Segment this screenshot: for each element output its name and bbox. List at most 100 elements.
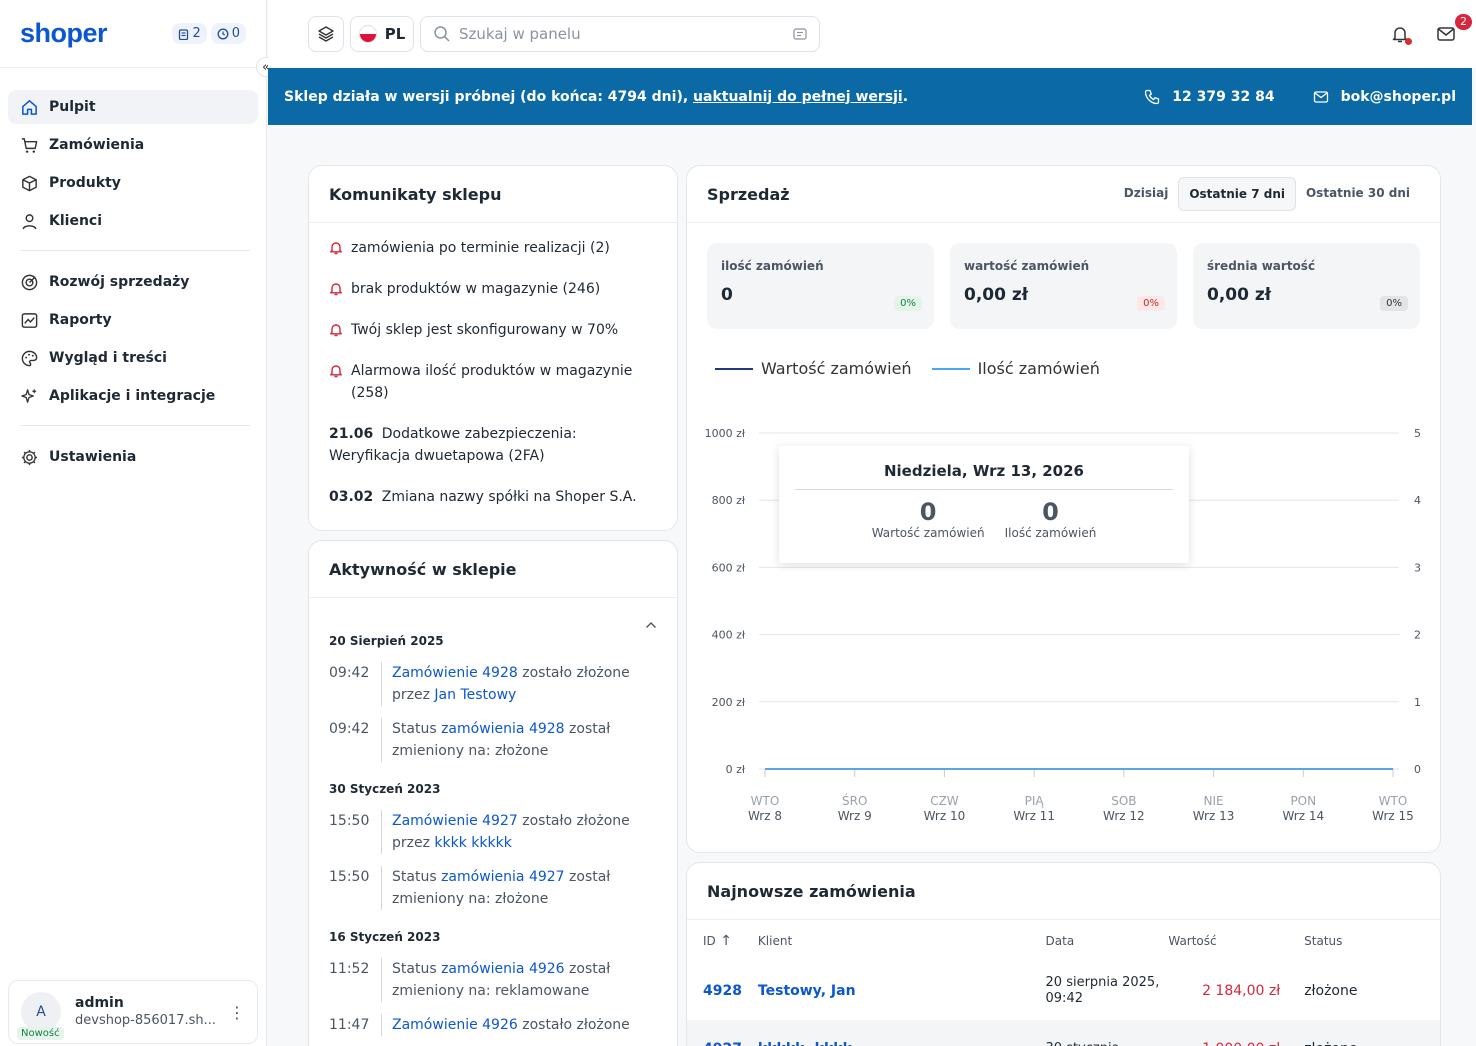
trial-banner: Sklep działa w wersji próbnej (do końca:… <box>268 68 1472 125</box>
activity-time: 09:42 <box>329 721 370 737</box>
order-value: 1 000,00 zł <box>1168 1041 1304 1046</box>
messages-button[interactable]: 2 <box>1436 14 1472 44</box>
nav-item-klienci[interactable]: Klienci <box>8 204 258 238</box>
customer-link[interactable]: kkkk kkkkk <box>434 835 512 851</box>
main-nav: Pulpit Zamówienia Produkty Klienci Rozwó… <box>0 68 266 474</box>
notifications-button[interactable] <box>1390 24 1412 45</box>
more-options-icon[interactable]: ⋮ <box>229 1002 245 1022</box>
activity-body: zostało złożone przez <box>392 665 630 703</box>
shop-message-item[interactable]: Alarmowa ilość produktów w magazynie (25… <box>329 360 657 404</box>
chart-icon <box>21 312 38 328</box>
keyboard-shortcut-icon <box>793 28 807 40</box>
y-left-tick: 400 zł <box>712 629 746 642</box>
column-header[interactable]: Wartość <box>1168 934 1304 948</box>
column-header[interactable]: Klient <box>758 934 1046 948</box>
messages-count-badge: 2 <box>1455 14 1472 30</box>
column-header[interactable]: Status <box>1304 934 1424 948</box>
tooltip-label: Ilość zamówień <box>1004 526 1097 540</box>
legend-item[interactable]: Wartość zamówień <box>715 359 912 378</box>
table-row[interactable]: 4928 Testowy, Jan 20 sierpnia 2025, 09:42 2… <box>687 962 1440 1020</box>
order-link[interactable]: zamówienia 4926 <box>441 961 565 977</box>
chevron-up-icon[interactable] <box>645 621 657 629</box>
shop-message-item[interactable]: 03.02 Zmiana nazwy spółki na Shoper S.A. <box>329 486 657 508</box>
pending-counter-badge[interactable]: 0 <box>210 23 246 44</box>
column-header[interactable]: Data <box>1046 934 1169 948</box>
support-phone[interactable]: 12 379 32 84 <box>1144 89 1275 105</box>
shoper-logo[interactable]: shoper <box>20 18 108 48</box>
legend-label: Wartość zamówień <box>761 359 912 378</box>
user-account-box[interactable]: A Nowość admin devshop-856017.sh... ⋮ <box>8 980 258 1044</box>
nav-item-ustawienia[interactable]: Ustawienia <box>8 440 258 474</box>
order-date: 30 stycznia <box>1046 1041 1169 1046</box>
stat-label: ilość zamówień <box>721 259 824 273</box>
activity-time: 09:42 <box>329 665 370 681</box>
nav-item-wyglad-i-tresci[interactable]: Wygląd i treści <box>8 341 258 375</box>
nav-label: Aplikacje i integracje <box>49 388 216 404</box>
order-id[interactable]: 4928 <box>703 983 742 999</box>
message-text: zamówienia po terminie realizacji (2) <box>351 240 610 256</box>
shop-message-item[interactable]: 21.06 Dodatkowe zabezpieczenia: Weryfika… <box>329 423 657 467</box>
nav-divider <box>20 250 250 251</box>
order-id[interactable]: 4927 <box>703 1041 758 1046</box>
layers-icon <box>318 26 334 42</box>
upgrade-link[interactable]: uaktualnij do pełnej wersji <box>693 88 903 105</box>
activity-item: 15:50 Status zamówienia 4927 został zmien… <box>329 866 657 910</box>
search-input[interactable]: Szukaj w panelu <box>420 16 820 52</box>
nav-item-rozwoj-sprzedazy[interactable]: Rozwój sprzedaży <box>8 265 258 299</box>
order-link[interactable]: Zamówienie 4928 <box>392 665 518 681</box>
legend-item[interactable]: Ilość zamówień <box>931 359 1100 378</box>
latest-orders-card: Najnowsze zamówienia ID ↑ Klient Data Warto… <box>686 862 1441 1046</box>
period-tab[interactable]: Ostatnie 7 dni <box>1178 177 1296 211</box>
activity-text: Status zamówienia 4927 został zmieniony … <box>381 866 657 910</box>
x-tick-day: SOB <box>1111 794 1136 808</box>
table-row[interactable]: 4927kkkkk, kkkk30 stycznia1 000,00 złzło… <box>687 1020 1440 1046</box>
shop-message-item[interactable]: zamówienia po terminie realizacji (2) <box>329 237 657 259</box>
nav-label: Pulpit <box>49 99 96 115</box>
nav-item-pulpit[interactable]: Pulpit <box>8 90 258 124</box>
order-link[interactable]: Zamówienie 4926 <box>392 1017 518 1033</box>
activity-time: 11:47 <box>329 1017 370 1033</box>
chart-legend: Wartość zamówień Ilość zamówień <box>687 329 1440 378</box>
customer-link[interactable]: Jan Testowy <box>434 687 517 703</box>
column-header[interactable]: ID ↑ <box>703 933 758 949</box>
support-email[interactable]: bok@shoper.pl <box>1313 89 1456 105</box>
activity-text: Zamówienie 4927 zostało złożone przez kk… <box>381 810 657 854</box>
language-selector[interactable]: PL <box>350 16 414 52</box>
order-link[interactable]: zamówienia 4927 <box>441 869 565 885</box>
shop-message-item[interactable]: Twój sklep jest skonfigurowany w 70% <box>329 319 657 341</box>
order-link[interactable]: Zamówienie 4927 <box>392 813 518 829</box>
x-tick-date: Wrz 8 <box>748 809 782 823</box>
user-icon <box>22 213 37 229</box>
tooltip-value: 0 <box>919 498 937 526</box>
shop-message-item[interactable]: brak produktów w magazynie (246) <box>329 278 657 300</box>
user-name: admin <box>75 995 124 1011</box>
period-tab[interactable]: Ostatnie 30 dni <box>1305 186 1410 200</box>
layers-button[interactable] <box>308 16 344 52</box>
activity-time: 15:50 <box>329 813 370 829</box>
x-tick-date: Wrz 11 <box>1013 809 1055 823</box>
order-client[interactable]: Testowy, Jan <box>757 983 856 999</box>
trial-message: Sklep działa w wersji próbnej (do końca:… <box>284 88 694 105</box>
x-tick-day: ŚRO <box>842 793 867 808</box>
orders-counter-badge[interactable]: 2 <box>172 23 207 44</box>
activity-body: zostało złożone <box>517 1017 630 1033</box>
period-tab[interactable]: Dzisiaj <box>1123 186 1169 200</box>
new-badge: Nowość <box>17 1027 64 1040</box>
nav-item-aplikacje-i-integracje[interactable]: Aplikacje i integracje <box>8 379 258 413</box>
x-tick-day: WTO <box>751 794 780 808</box>
column-label: Data <box>1045 934 1075 948</box>
order-client[interactable]: kkkkk, kkkk <box>758 1041 1046 1046</box>
message-body: Zmiana nazwy spółki na Shoper S.A. <box>381 489 637 505</box>
nav-item-produkty[interactable]: Produkty <box>8 166 258 200</box>
search-icon <box>434 26 450 42</box>
sales-header: Sprzedaż Dzisiaj Ostatnie 7 dni Ostatnie 3… <box>687 166 1440 223</box>
legend-label: Ilość zamówień <box>977 359 1100 378</box>
x-tick-day: WTO <box>1379 794 1408 808</box>
sort-asc-icon: ↑ <box>715 933 732 949</box>
legend-swatch <box>931 367 970 370</box>
x-tick-date: Wrz 9 <box>838 809 872 823</box>
nav-item-raporty[interactable]: Raporty <box>8 303 258 337</box>
order-link[interactable]: zamówienia 4928 <box>441 721 565 737</box>
nav-item-zamowienia[interactable]: Zamówienia <box>8 128 258 162</box>
activity-text: Zamówienie 4926 zostało złożone <box>381 1014 630 1036</box>
